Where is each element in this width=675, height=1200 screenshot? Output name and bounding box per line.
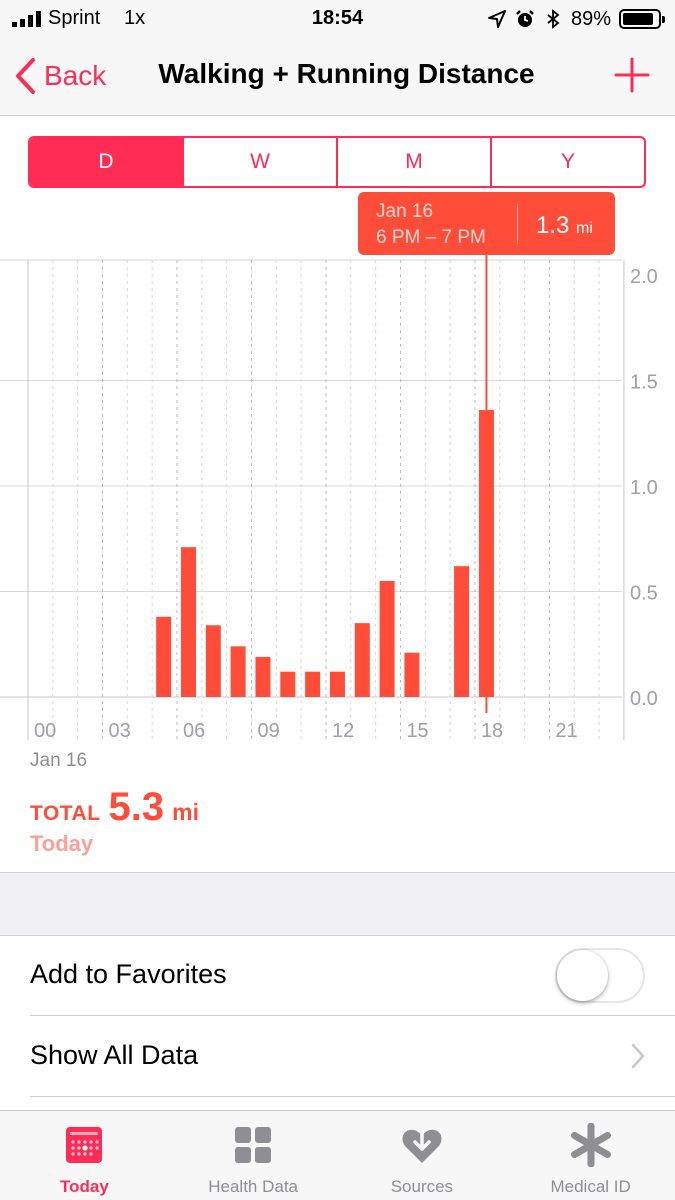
battery-icon xyxy=(619,9,665,29)
alarm-icon xyxy=(516,10,534,27)
chart-date-label: Jan 16 xyxy=(30,750,88,771)
show-all-data-label: Show All Data xyxy=(30,1040,199,1070)
x-tick-label: 18 xyxy=(481,720,503,742)
period-label: Today xyxy=(30,831,94,856)
x-tick-label: 12 xyxy=(332,720,354,742)
add-to-favorites-row: Add to Favorites xyxy=(0,936,675,1016)
bar-hour-14 xyxy=(379,580,395,697)
segment-m[interactable]: M xyxy=(336,138,490,186)
bar-hour-13 xyxy=(354,623,370,697)
total-label: TOTAL xyxy=(30,802,101,825)
bar-hour-11 xyxy=(305,671,321,697)
tab-label: Today xyxy=(59,1177,109,1196)
total-unit: mi xyxy=(172,799,199,825)
distance-bar-chart[interactable]: 0.0 0.5 1.0 1.5 2.0 00 03 06 09 12 15 18 21 xyxy=(0,190,675,750)
bluetooth-icon xyxy=(547,9,560,29)
bar-hour-10 xyxy=(280,671,296,697)
bar-hour-7 xyxy=(205,625,221,697)
speed-label: 1x xyxy=(124,7,146,29)
bar-hour-17 xyxy=(454,566,470,697)
chevron-right-icon xyxy=(631,1043,645,1069)
carrier-label: Sprint xyxy=(48,7,101,29)
total-value: 5.3 xyxy=(108,785,165,829)
chart-labels: 0.0 0.5 1.0 1.5 2.0 00 03 06 09 12 15 18 21 xyxy=(34,266,658,742)
x-tick-label: 15 xyxy=(406,720,428,742)
bar-hour-9 xyxy=(255,656,271,697)
x-tick-label: 09 xyxy=(257,720,279,742)
navigation-bar: Back Walking + Running Distance xyxy=(0,40,675,116)
tab-label: Health Data xyxy=(208,1177,299,1196)
segment-d[interactable]: D xyxy=(30,138,182,186)
page-title: Walking + Running Distance xyxy=(158,58,535,89)
location-arrow-icon xyxy=(487,10,506,28)
add-data-button[interactable] xyxy=(611,54,653,96)
grid-icon xyxy=(235,1127,272,1163)
add-to-favorites-label: Add to Favorites xyxy=(30,959,227,989)
selected-value-callout: Jan 16 6 PM – 7 PM 1.3 mi xyxy=(358,192,615,255)
calendar-icon xyxy=(66,1127,103,1163)
tab-label: Medical ID xyxy=(550,1177,631,1196)
total-summary: TOTAL 5.3 mi xyxy=(30,785,199,830)
y-tick-label: 2.0 xyxy=(630,266,658,288)
x-tick-label: 03 xyxy=(108,720,130,742)
y-tick-label: 0.5 xyxy=(630,583,658,605)
chevron-left-icon xyxy=(16,58,35,94)
battery-fill xyxy=(623,13,654,25)
bar-hour-5 xyxy=(156,616,172,697)
asterisk-icon xyxy=(570,1123,611,1167)
callout-date: Jan 16 xyxy=(376,201,434,222)
callout-time-range: 6 PM – 7 PM xyxy=(376,227,486,248)
tab-health-data[interactable]: Health Data xyxy=(169,1111,338,1200)
chart-bars xyxy=(156,255,494,713)
tab-today[interactable]: Today xyxy=(0,1111,169,1200)
show-all-data-row[interactable]: Show All Data xyxy=(0,1017,675,1097)
bar-hour-6 xyxy=(180,547,196,697)
back-label: Back xyxy=(44,60,107,91)
y-tick-label: 1.0 xyxy=(630,477,658,499)
callout-number: 1.3 xyxy=(536,212,570,239)
chart-grid xyxy=(0,259,625,740)
tab-bar: Today Health Data Sources Medical ID xyxy=(0,1110,675,1200)
segment-y[interactable]: Y xyxy=(490,138,644,186)
row-separator xyxy=(30,1096,675,1097)
x-tick-label: 00 xyxy=(34,720,56,742)
signal-icon xyxy=(12,11,41,27)
callout-value: 1.3 mi xyxy=(536,212,593,240)
tab-medical-id[interactable]: Medical ID xyxy=(506,1111,675,1200)
x-tick-label: 06 xyxy=(183,720,205,742)
battery-tip xyxy=(662,16,665,23)
x-tick-label: 21 xyxy=(555,720,577,742)
back-button[interactable]: Back xyxy=(12,54,106,98)
y-tick-label: 0.0 xyxy=(630,688,658,710)
tab-sources[interactable]: Sources xyxy=(338,1111,507,1200)
favorites-toggle[interactable] xyxy=(555,948,645,1003)
section-separator xyxy=(0,872,675,936)
callout-divider xyxy=(517,204,518,244)
status-bar: Sprint 1x 18:54 89% xyxy=(0,0,675,40)
segment-w[interactable]: W xyxy=(182,138,336,186)
tab-label: Sources xyxy=(390,1177,454,1196)
y-tick-label: 1.5 xyxy=(630,372,658,394)
battery-percent: 89% xyxy=(570,7,611,30)
bar-hour-8 xyxy=(230,646,246,697)
row-separator xyxy=(30,1015,675,1016)
heart-download-icon xyxy=(402,1125,442,1163)
toggle-knob xyxy=(557,950,608,1001)
callout-unit: mi xyxy=(576,220,593,237)
bar-hour-15 xyxy=(404,652,420,697)
bar-hour-12 xyxy=(329,671,345,697)
